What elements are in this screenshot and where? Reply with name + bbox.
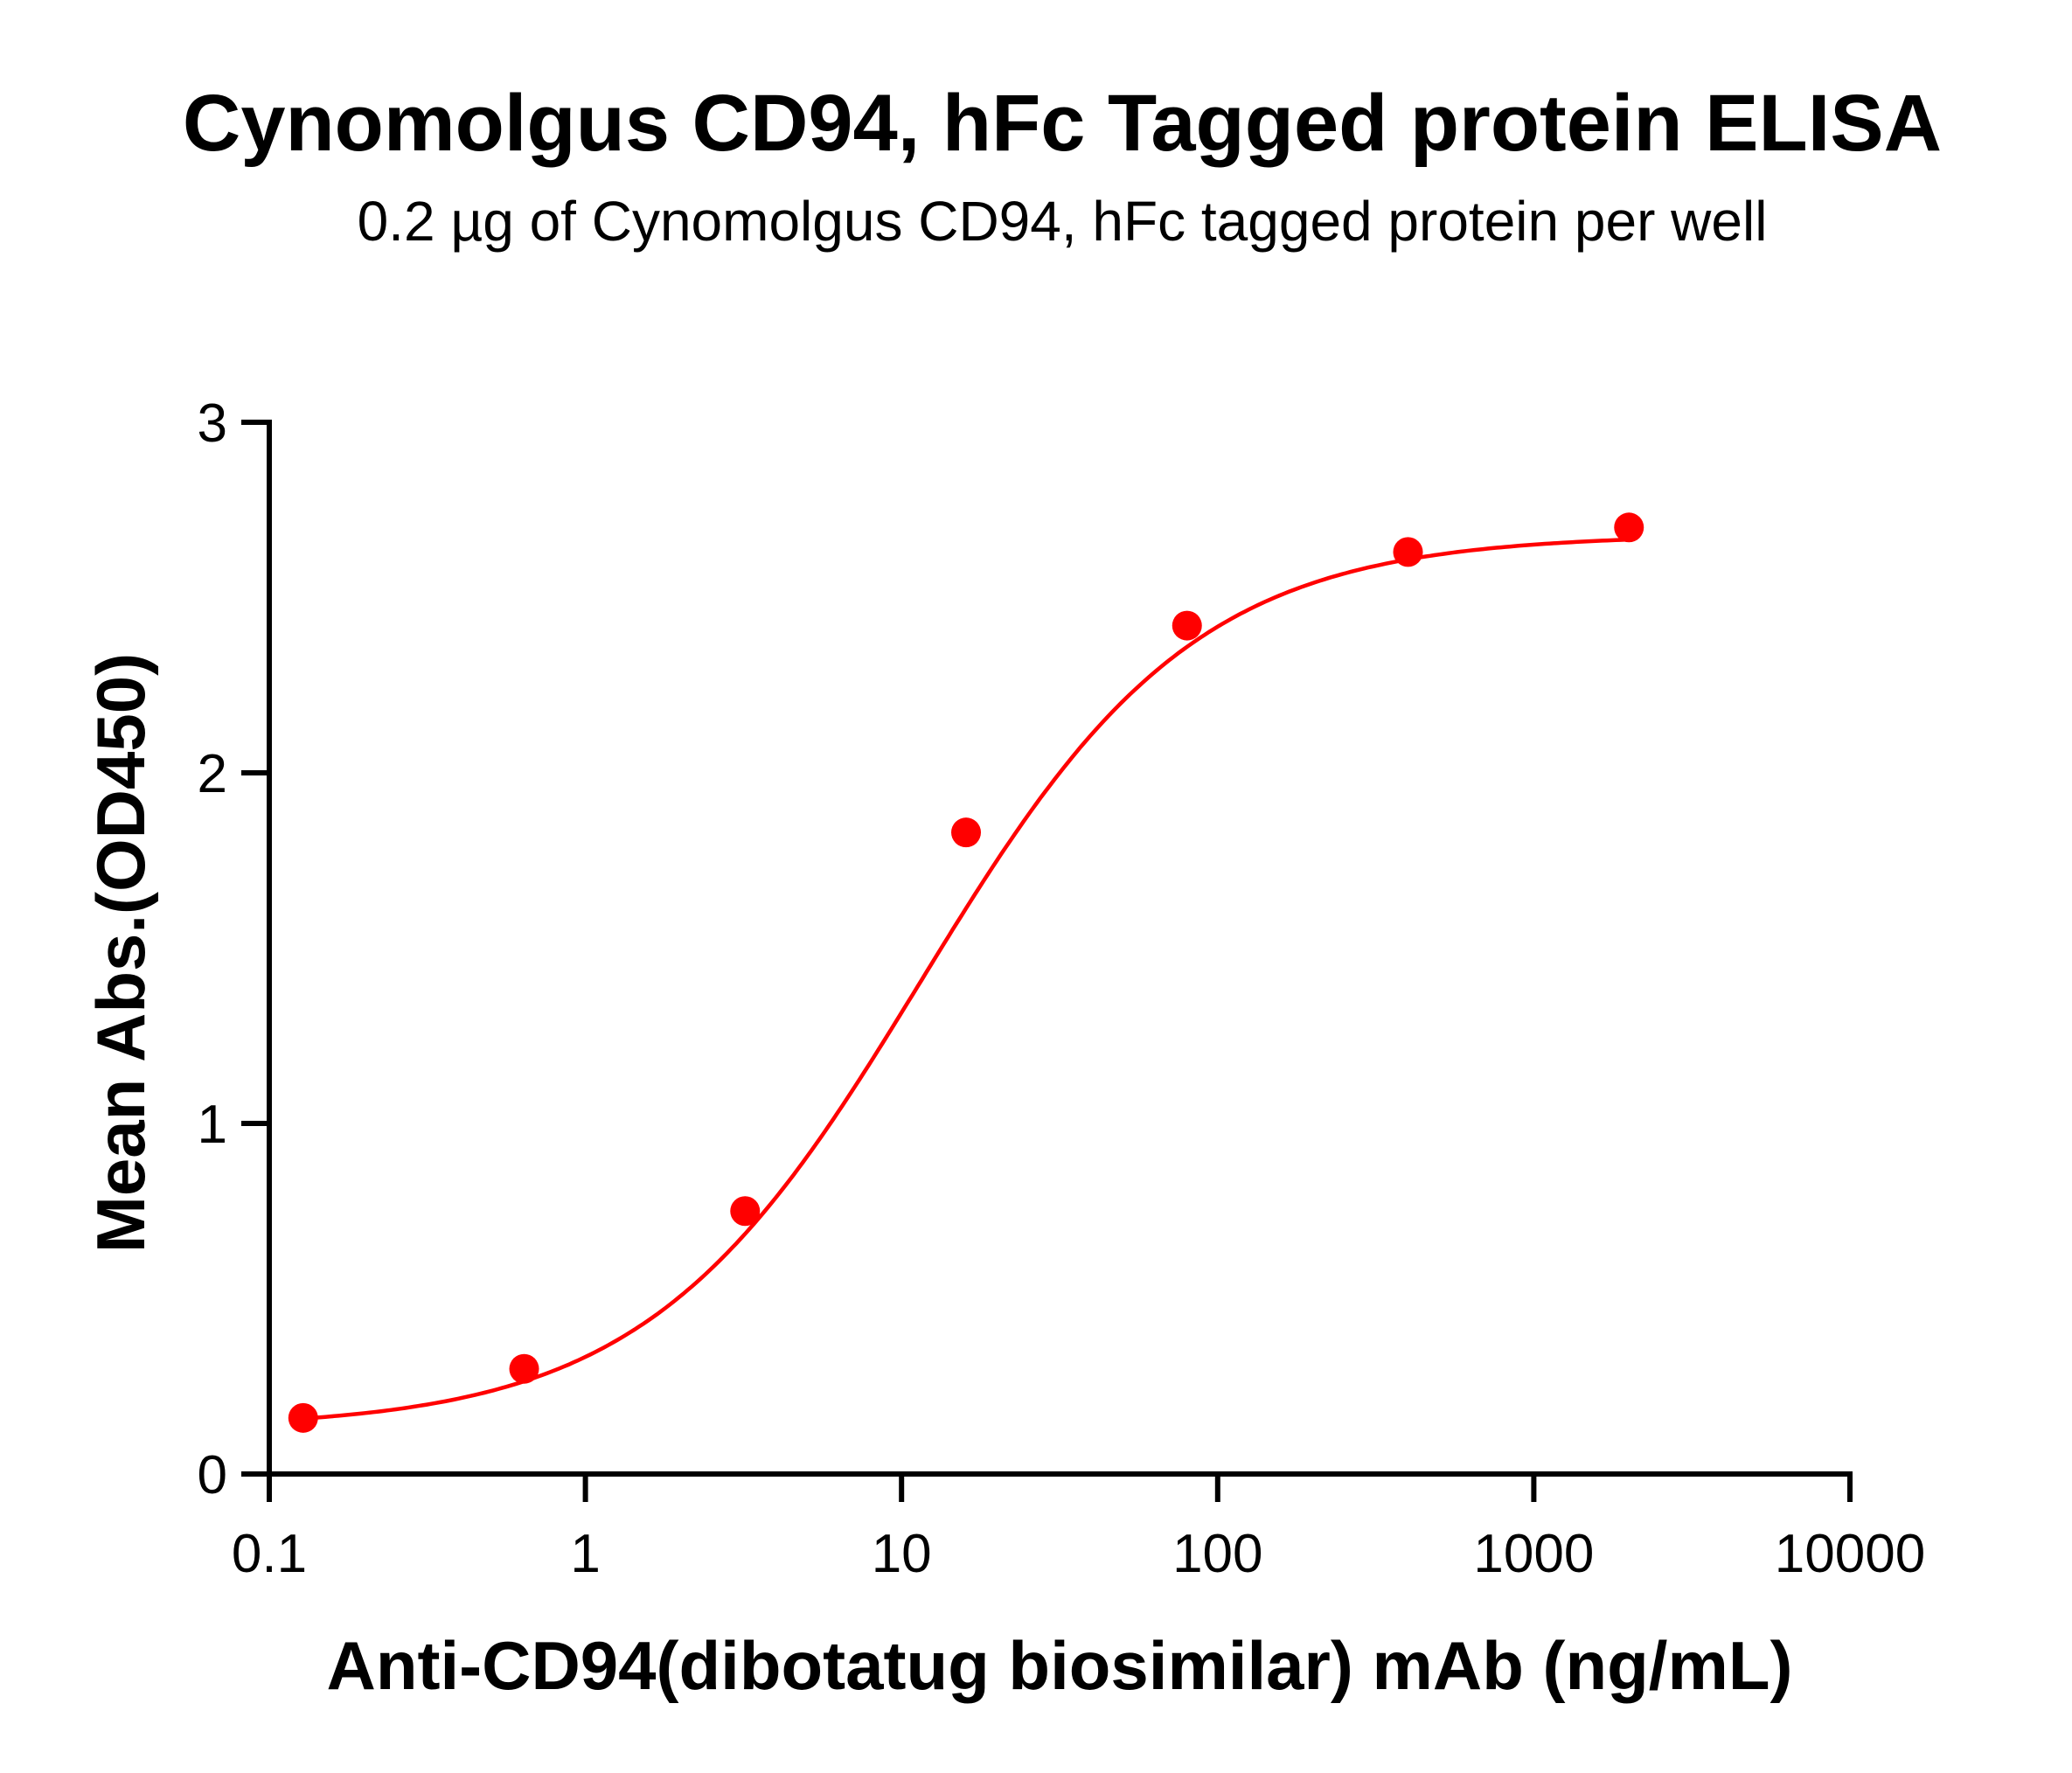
data-point: [1614, 512, 1644, 543]
x-tick-label: 1000: [1473, 1524, 1594, 1584]
y-axis-title: Mean Abs.(OD450): [82, 653, 159, 1253]
x-tick-label: 10000: [1775, 1524, 1925, 1584]
axes: 0.1 1 10 100 1000 10000 0 1 2 3: [198, 393, 1926, 1584]
data-point: [730, 1196, 761, 1227]
data-point: [1393, 537, 1423, 567]
y-tick-label: 0: [198, 1445, 227, 1505]
x-tick-label: 0.1: [232, 1524, 307, 1584]
y-tick-label: 1: [198, 1095, 227, 1155]
data-point: [1172, 610, 1202, 641]
x-tick-label: 1: [570, 1524, 600, 1584]
chart-title: Cynomolgus CD94, hFc Tagged protein ELIS…: [183, 79, 1942, 168]
x-tick-label: 100: [1172, 1524, 1262, 1584]
x-tick-label: 10: [872, 1524, 932, 1584]
y-tick-label: 3: [198, 393, 227, 454]
fit-curve: [302, 537, 1630, 1421]
data-point: [951, 817, 982, 848]
data-points: [288, 512, 1644, 1433]
data-point: [509, 1353, 539, 1384]
x-axis-title: Anti-CD94(dibotatug biosimilar) mAb (ng/…: [327, 1627, 1793, 1704]
y-tick-label: 2: [198, 744, 227, 804]
chart-subtitle: 0.2 µg of Cynomolgus CD94, hFc tagged pr…: [358, 190, 1768, 253]
fit-curve-layer: [302, 537, 1630, 1421]
data-point: [288, 1402, 318, 1433]
